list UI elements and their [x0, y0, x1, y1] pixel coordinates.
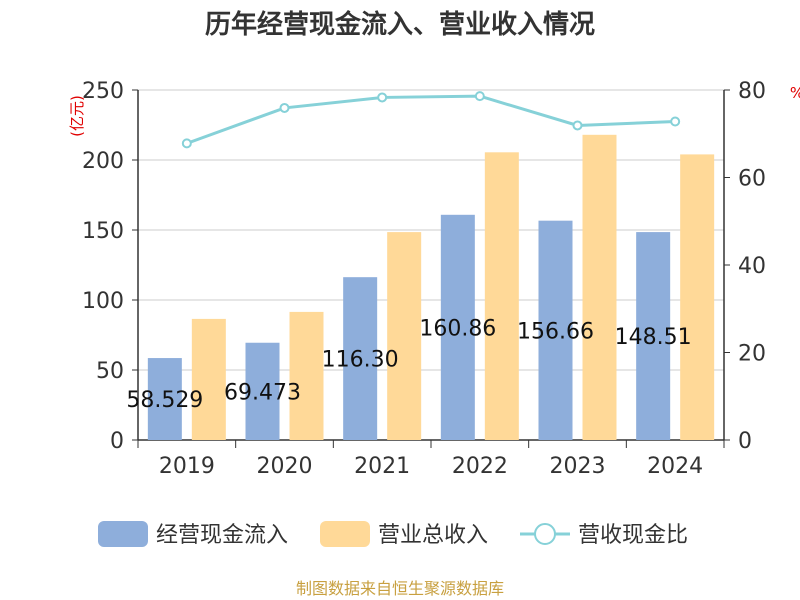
bar-cash-inflow: [245, 342, 280, 440]
data-label: 148.51: [615, 325, 692, 350]
right-axis-unit: %: [790, 84, 800, 102]
x-tick-label: 2019: [159, 454, 215, 479]
left-tick-label: 250: [82, 79, 124, 104]
legend-label: 营收现金比: [578, 523, 688, 548]
bar-revenue: [191, 318, 226, 440]
axes: 0 50 100 150 200 250 0 20 40 60 80 2019 2020 2021 2022…: [82, 79, 766, 479]
ratio-point: [279, 102, 290, 113]
ratio-point: [572, 120, 583, 131]
right-tick-label: 20: [738, 342, 766, 367]
data-label: 156.66: [517, 319, 594, 344]
x-tick-label: 2022: [452, 454, 508, 479]
x-tick-label: 2020: [257, 454, 313, 479]
bar-cash-inflow: [636, 232, 671, 440]
bar-cash-inflow: [343, 277, 378, 440]
ratio-point: [474, 91, 485, 102]
bar-cash-inflow: [147, 358, 182, 440]
x-tick-label: 2024: [647, 454, 703, 479]
right-tick-label: 0: [738, 429, 752, 454]
chart-title: 历年经营现金流入、营业收入情况: [205, 9, 595, 40]
bars: [147, 134, 715, 441]
left-axis-unit: (亿元): [68, 95, 86, 137]
data-label: 58.529: [126, 388, 203, 413]
data-label: 160.86: [419, 316, 496, 341]
left-tick-label: 150: [82, 219, 124, 244]
ratio-line-path: [186, 94, 676, 145]
legend-label: 经营现金流入: [156, 523, 288, 548]
left-tick-label: 0: [110, 429, 124, 454]
x-tick-label: 2021: [354, 454, 410, 479]
legend: 经营现金流入 营业总收入 营收现金比: [98, 521, 688, 548]
left-tick-label: 100: [82, 289, 124, 314]
x-tick-label: 2023: [550, 454, 606, 479]
bar-cash-inflow: [538, 220, 573, 440]
legend-swatch-ratio-point: [534, 523, 556, 545]
bar-revenue: [484, 152, 519, 441]
left-tick-label: 200: [82, 149, 124, 174]
data-labels: 58.529 69.473 116.30 160.86 156.66 148.51: [126, 316, 691, 413]
bar-revenue: [387, 232, 422, 440]
right-tick-label: 80: [738, 79, 766, 104]
legend-swatch-cash-inflow: [98, 521, 148, 547]
bar-revenue: [582, 134, 617, 441]
bar-revenue: [289, 311, 324, 440]
right-tick-label: 40: [738, 254, 766, 279]
ratio-line: [181, 91, 681, 149]
left-tick-label: 50: [96, 359, 124, 384]
ratio-point: [670, 116, 681, 127]
ratio-point: [181, 138, 192, 149]
right-tick-label: 60: [738, 167, 766, 192]
bar-cash-inflow: [440, 214, 475, 440]
source-note: 制图数据来自恒生聚源数据库: [296, 579, 504, 598]
legend-swatch-revenue: [320, 521, 370, 547]
data-label: 116.30: [322, 348, 399, 373]
ratio-point: [377, 92, 388, 103]
legend-label: 营业总收入: [378, 523, 488, 548]
bar-revenue: [680, 154, 715, 440]
data-label: 69.473: [224, 380, 301, 405]
